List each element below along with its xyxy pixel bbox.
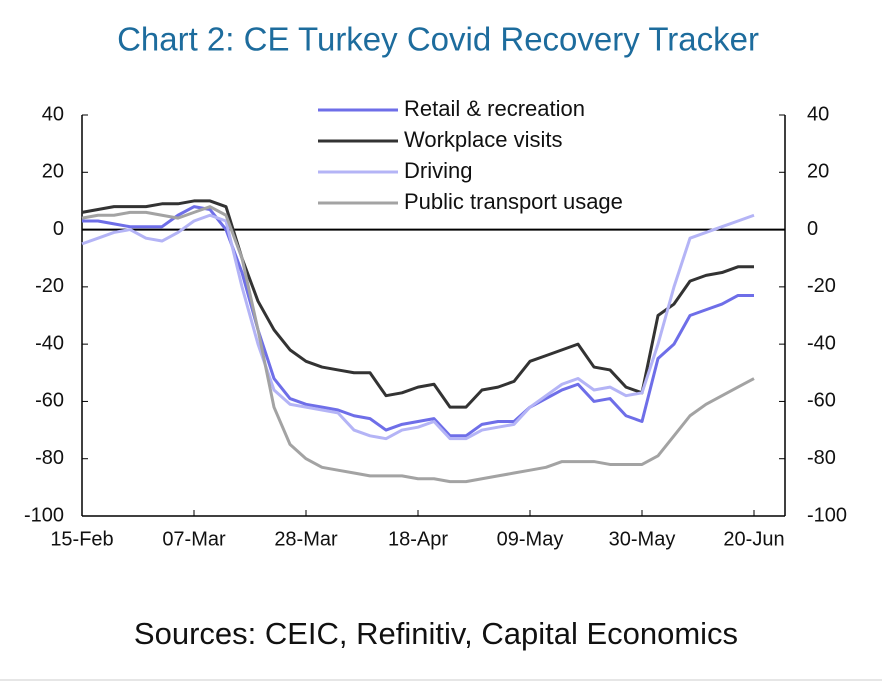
series-line [81, 213, 755, 441]
source-note: Sources: CEIC, Refinitiv, Capital Econom… [134, 616, 738, 651]
y-tick-label: -20 [35, 275, 64, 297]
y2-tick-label: -80 [807, 447, 836, 469]
x-tick-label: 20-Jun [723, 528, 784, 550]
legend-label: Workplace visits [404, 127, 563, 152]
x-tick-label: 30-May [609, 528, 676, 550]
y-tick-label: -40 [35, 332, 64, 354]
y2-tick-label: -60 [807, 390, 836, 412]
x-tick-label: 09-May [497, 528, 564, 550]
x-tick-label: 15-Feb [50, 528, 113, 550]
y-tick-label: 40 [42, 103, 64, 125]
y-tick-label: -80 [35, 447, 64, 469]
legend-label: Driving [404, 158, 472, 183]
y-tick-label: -100 [24, 504, 64, 526]
y2-tick-label: 40 [807, 103, 829, 125]
chart-title: Chart 2: CE Turkey Covid Recovery Tracke… [117, 21, 759, 58]
legend-label: Public transport usage [404, 189, 623, 214]
y-tick-label: 0 [53, 218, 64, 240]
x-tick-label: 28-Mar [274, 528, 338, 550]
y2-tick-label: -20 [807, 275, 836, 297]
y-tick-label: 20 [42, 161, 64, 183]
series-line [82, 205, 754, 438]
x-tick-label: 07-Mar [162, 528, 226, 550]
y2-tick-label: -100 [807, 504, 847, 526]
y2-tick-label: 0 [807, 218, 818, 240]
x-tick-label: 18-Apr [388, 528, 448, 550]
y2-tick-label: 20 [807, 161, 829, 183]
y-tick-label: -60 [35, 390, 64, 412]
y2-tick-label: -40 [807, 332, 836, 354]
series-line [81, 205, 755, 484]
legend-label: Retail & recreation [404, 96, 585, 121]
